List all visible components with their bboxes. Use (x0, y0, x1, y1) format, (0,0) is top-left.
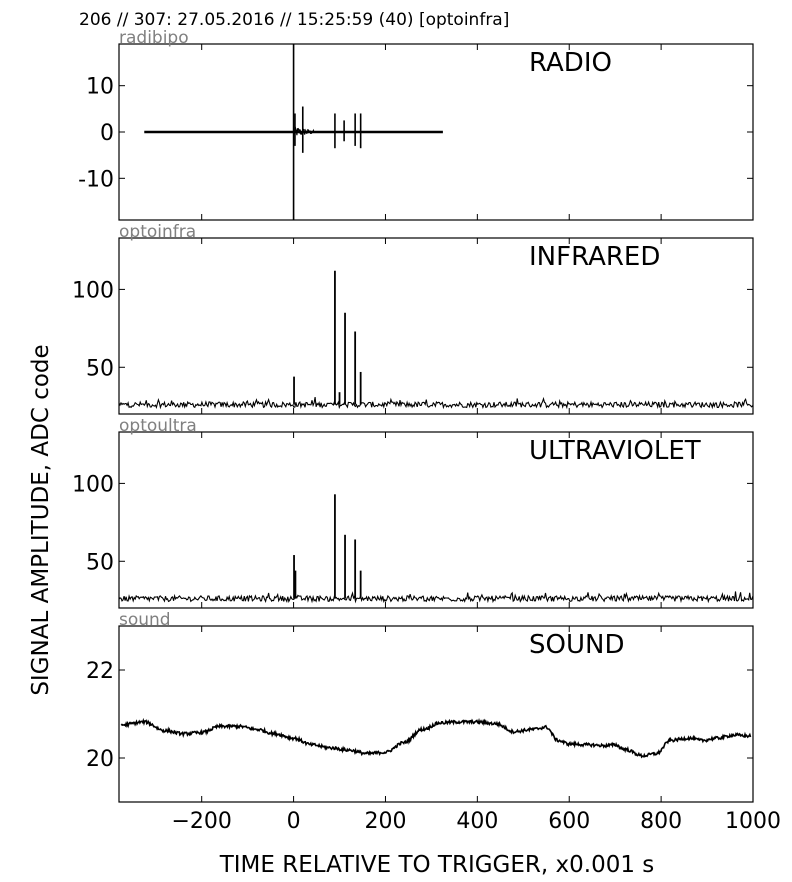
x-tick-label: 1000 (725, 809, 781, 834)
plot-area (119, 270, 753, 410)
plot-frame (118, 431, 754, 609)
x-tick-label: 600 (548, 809, 590, 834)
x-axis-label: TIME RELATIVE TO TRIGGER, x0.001 s (219, 852, 655, 878)
x-tick-labels: −200 0 200 400 600 800 1000 (171, 809, 781, 834)
panel-radio: -10 0 10 radibipo RADIO (78, 28, 754, 221)
plot-area (120, 717, 752, 759)
x-tick-label: 400 (456, 809, 498, 834)
plot-area (119, 494, 753, 604)
y-tick-label: 22 (86, 659, 114, 684)
channel-label: optoultra (119, 416, 197, 436)
y-tick-label: 100 (72, 278, 114, 303)
channel-label: radibipo (119, 28, 189, 48)
y-tick-label: 0 (100, 121, 114, 146)
panel-ultraviolet: 50 100 optoultra ULTRAVIOLET (72, 416, 754, 609)
panel-title: RADIO (529, 48, 612, 78)
channel-label: optoinfra (119, 222, 196, 242)
x-tick-label: 800 (640, 809, 682, 834)
header-text: 206 // 307: 27.05.2016 // 15:25:59 (40) … (79, 10, 509, 30)
x-tick-label: 200 (364, 809, 406, 834)
series-line (119, 591, 753, 604)
y-tick-label: 50 (86, 356, 114, 381)
panel-title: SOUND (529, 630, 624, 660)
y-tick-label: 50 (86, 550, 114, 575)
panel-title: INFRARED (529, 242, 660, 272)
x-tick-label: −200 (171, 809, 231, 834)
channel-label: sound (119, 610, 171, 630)
panel-title: ULTRAVIOLET (529, 436, 701, 466)
plot-frame (118, 237, 754, 415)
y-axis-label: SIGNAL AMPLITUDE, ADC code (28, 344, 54, 695)
y-tick-label: 100 (72, 472, 114, 497)
x-tick-label: 0 (287, 809, 301, 834)
y-tick-label: 10 (86, 75, 114, 100)
panel-infrared: 50 100 optoinfra INFRARED (72, 222, 754, 415)
panel-sound: 20 22 sound SOUND (86, 610, 754, 803)
series-line (119, 396, 753, 410)
panels: -10 0 10 radibipo RADIO 50 100 optoinfra INFRARE… (72, 28, 754, 803)
y-tick-label: 20 (86, 747, 114, 772)
series-line (120, 717, 752, 759)
plot-area (144, 44, 443, 220)
y-tick-label: -10 (78, 167, 114, 192)
plot-frame (118, 625, 754, 803)
burst-noise (293, 126, 315, 136)
